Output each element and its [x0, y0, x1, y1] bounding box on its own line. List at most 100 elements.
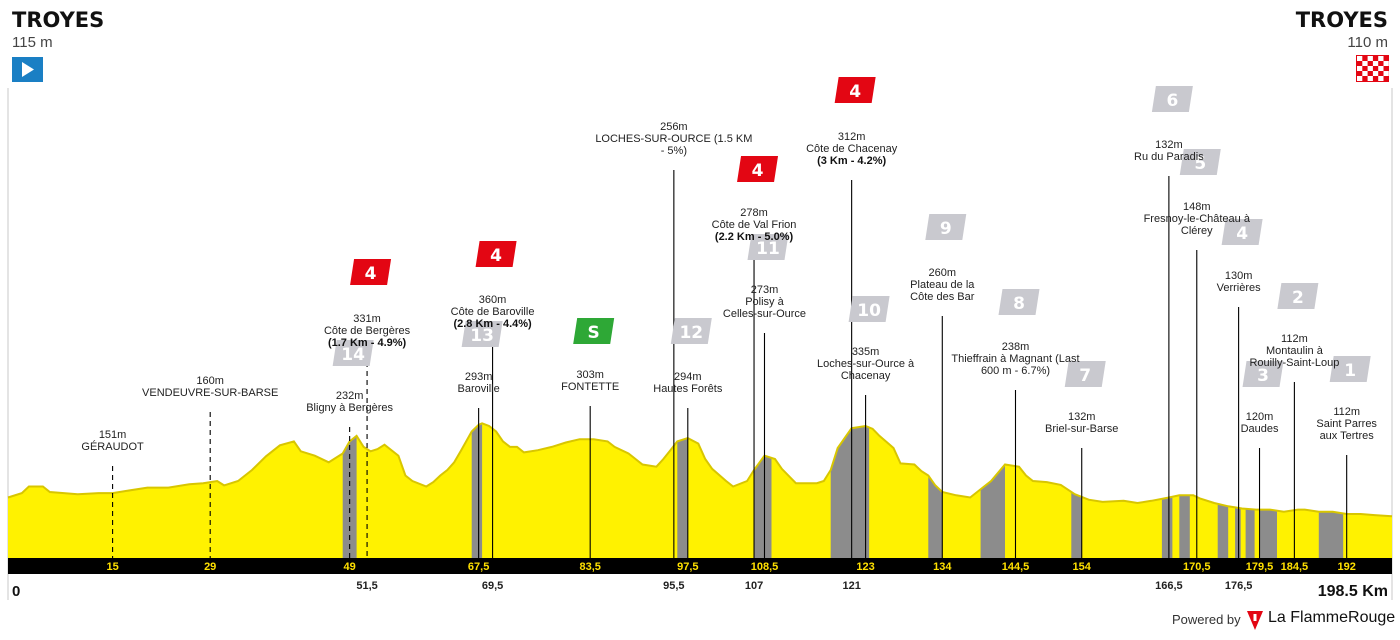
badge-other — [1151, 86, 1193, 112]
point-label: 335m — [852, 346, 880, 358]
badge-kom — [834, 77, 876, 103]
climb-segment — [342, 435, 357, 558]
climb-stats: (2.2 Km - 5.0%) — [715, 231, 794, 243]
climb-segment — [471, 423, 483, 558]
km-mark-below: 176,5 — [1225, 580, 1253, 592]
km-mark: 83,5 — [579, 561, 600, 573]
badge-number: 13 — [470, 326, 494, 346]
point-label: Côte de Chacenay — [806, 143, 898, 155]
point-label: 130m — [1225, 270, 1253, 282]
point-label: Côte des Bar — [910, 291, 975, 303]
finish-town: TROYES — [1295, 8, 1388, 32]
point-label: Daudes — [1241, 423, 1279, 435]
point-label: Verrières — [1217, 282, 1262, 294]
badge-sprint — [573, 318, 615, 344]
point-label: 294m — [674, 371, 702, 383]
climb-segment — [1217, 503, 1229, 558]
point-label: 120m — [1246, 411, 1274, 423]
end-km: 198.5 Km — [1318, 583, 1388, 600]
badge-number: 4 — [849, 82, 861, 102]
profile-line — [7, 422, 1393, 518]
km-mark: 97,5 — [677, 561, 698, 573]
km-mark: 49 — [344, 561, 356, 573]
km-mark: 134 — [933, 561, 952, 573]
point-label: Côte de Val Frion — [712, 219, 797, 231]
km-mark: 67,5 — [468, 561, 489, 573]
badge-number: 7 — [1079, 366, 1091, 386]
climb-segment — [754, 455, 772, 558]
point-label: - 5%) — [661, 145, 687, 157]
badge-other — [1221, 219, 1263, 245]
km-mark: 154 — [1073, 561, 1092, 573]
climb-segment — [980, 464, 1005, 558]
km-mark: 108,5 — [751, 561, 779, 573]
badge-number: 1 — [1344, 361, 1356, 381]
badge-other — [998, 289, 1040, 315]
point-label: 293m — [465, 371, 493, 383]
km-mark-below: 166,5 — [1155, 580, 1183, 592]
point-label: Thieffrain à Magnant (Last — [951, 353, 1079, 365]
point-label: GÉRAUDOT — [81, 440, 144, 453]
climb-segment — [1235, 507, 1241, 558]
point-label: 278m — [740, 207, 768, 219]
point-label: Chacenay — [841, 370, 891, 382]
badge-number: 4 — [752, 161, 764, 181]
climb-segment — [1245, 508, 1255, 558]
climb-segment — [677, 438, 688, 558]
point-label: 312m — [838, 131, 866, 143]
point-label: 151m — [99, 429, 127, 441]
km-mark: 184,5 — [1281, 561, 1309, 573]
badge-other — [1242, 361, 1284, 387]
badge-kom — [350, 259, 392, 285]
point-label: Côte de Baroville — [451, 306, 535, 318]
point-label: FONTETTE — [561, 381, 619, 393]
badge-other — [848, 296, 890, 322]
climb-segment — [1161, 496, 1173, 558]
point-label: 112m — [1333, 406, 1360, 418]
climb-segment — [1318, 511, 1344, 558]
point-label: Saint Parres — [1316, 418, 1377, 430]
climb-stats: (3 Km - 4.2%) — [817, 155, 886, 167]
point-label: Bligny à Bergères — [306, 402, 393, 414]
badge-other — [925, 214, 967, 240]
point-label: Briel-sur-Barse — [1045, 423, 1118, 435]
badge-number: 14 — [341, 345, 365, 365]
point-label: 132m — [1155, 139, 1183, 151]
km-mark-below: 95,5 — [663, 580, 684, 592]
badge-number: 4 — [490, 246, 502, 266]
badge-number: 9 — [940, 219, 952, 239]
point-label: 273m — [751, 284, 779, 296]
point-label: Ru du Paradis — [1134, 151, 1204, 163]
badge-other — [1179, 149, 1221, 175]
badge-other — [1277, 283, 1319, 309]
badge-number: 11 — [756, 239, 780, 259]
km-mark: 123 — [856, 561, 874, 573]
climb-segment — [1179, 495, 1190, 558]
point-label: 160m — [196, 375, 224, 387]
point-label: Plateau de la — [910, 279, 975, 291]
point-label: Polisy à — [745, 296, 784, 308]
point-label: Hautes Forêts — [653, 383, 723, 395]
point-label: Rouilly-Saint-Loup — [1249, 357, 1339, 369]
badge-other — [1064, 361, 1106, 387]
climb-segment — [1259, 509, 1277, 558]
point-label: 112m — [1281, 333, 1308, 345]
climb-stats: (2.8 Km - 4.4%) — [453, 318, 532, 330]
km-mark-below: 121 — [842, 580, 860, 592]
point-label: Montaulin à — [1266, 345, 1324, 357]
badge-kom — [737, 156, 779, 182]
point-label: 256m — [660, 121, 688, 133]
point-label: 238m — [1002, 341, 1030, 353]
point-label: Côte de Bergères — [324, 325, 411, 337]
checkered-flag-icon — [1356, 55, 1389, 82]
start-km: 0 — [12, 583, 20, 600]
climb-segment — [830, 426, 870, 558]
start-altitude: 115 m — [12, 34, 53, 51]
climb-stats: (1.7 Km - 4.9%) — [328, 337, 407, 349]
km-axis-bar — [8, 558, 1392, 574]
badge-other — [670, 318, 712, 344]
point-label: Loches-sur-Ource à — [817, 358, 915, 370]
point-label: 360m — [479, 294, 507, 306]
badge-other — [461, 321, 503, 347]
